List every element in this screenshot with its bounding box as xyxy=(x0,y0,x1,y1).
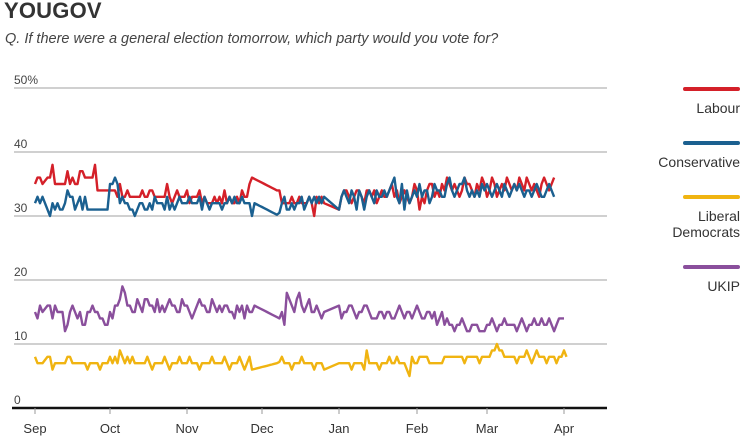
legend-item-labour: Labour xyxy=(600,76,740,116)
gridlines xyxy=(14,87,607,345)
y-tick-label: 10 xyxy=(14,329,28,343)
chart-title: YOUGOV xyxy=(4,0,102,23)
x-tick-label: Oct xyxy=(100,421,121,436)
series-lines xyxy=(33,163,568,378)
x-axis: Sep Oct Nov Dec Jan Feb Mar Apr xyxy=(12,406,607,436)
x-tick-label: Mar xyxy=(476,421,499,436)
x-tick-label: Jan xyxy=(329,421,350,436)
chart-subtitle: Q. If there were a general election tomo… xyxy=(5,31,499,47)
y-tick-label: 30 xyxy=(14,201,28,215)
legend-swatch-conservative xyxy=(683,141,740,145)
legend-swatch-ukip xyxy=(683,265,740,269)
legend-swatch-liberal-democrats xyxy=(683,195,740,199)
legend-item-ukip: UKIP xyxy=(600,254,740,294)
series-line-ukip xyxy=(33,285,564,333)
x-tick-label: Nov xyxy=(175,421,199,436)
series-line-labour xyxy=(33,163,556,218)
x-tick-label: Feb xyxy=(406,421,428,436)
x-tick-label: Sep xyxy=(23,421,46,436)
legend: Labour Conservative Liberal Democrats UK… xyxy=(600,76,740,308)
legend-item-liberal-democrats: Liberal Democrats xyxy=(600,184,740,240)
legend-label-liberal-democrats: Liberal Democrats xyxy=(672,208,740,240)
y-axis-labels: 0 10 20 30 40 50% xyxy=(14,73,38,407)
legend-label-conservative: Conservative xyxy=(658,154,740,170)
legend-item-conservative: Conservative xyxy=(600,130,740,170)
y-tick-label: 0 xyxy=(14,393,21,407)
legend-label-labour: Labour xyxy=(696,100,740,116)
x-tick-label: Dec xyxy=(250,421,274,436)
y-tick-label: 50% xyxy=(14,73,38,87)
y-tick-label: 20 xyxy=(14,265,28,279)
legend-label-ukip: UKIP xyxy=(707,278,740,294)
y-tick-label: 40 xyxy=(14,137,28,151)
series-line-liberal-democrats xyxy=(33,342,568,378)
legend-swatch-labour xyxy=(683,87,740,91)
series-line-conservative xyxy=(33,176,556,218)
x-tick-label: Apr xyxy=(554,421,575,436)
